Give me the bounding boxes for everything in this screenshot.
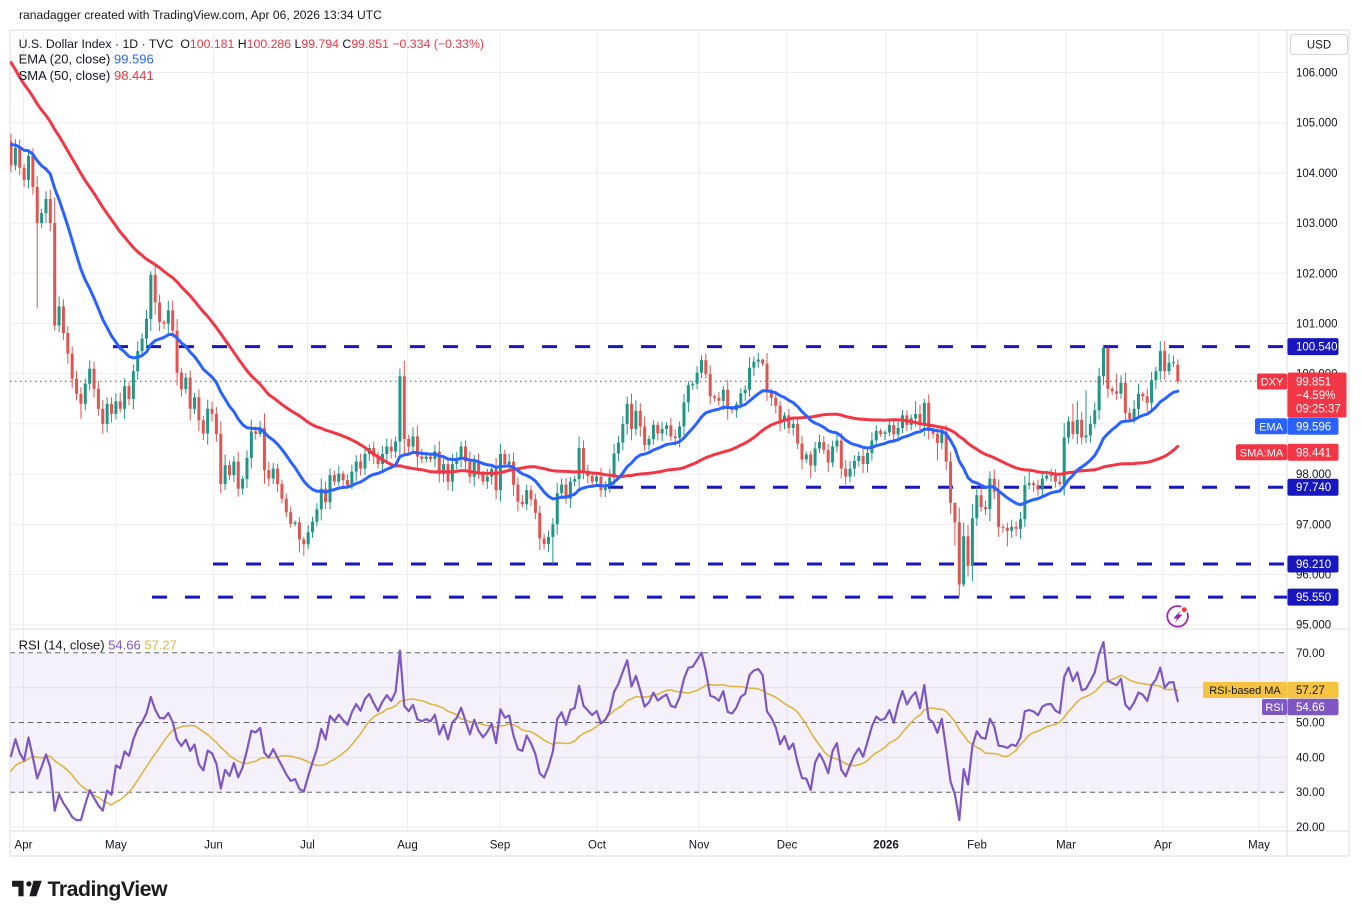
svg-text:Oct: Oct <box>588 840 607 852</box>
svg-text:20.00: 20.00 <box>1296 822 1325 834</box>
svg-text:ranadagger created with Tradin: ranadagger created with TradingView.com,… <box>19 8 382 22</box>
svg-text:95.550: 95.550 <box>1296 592 1331 604</box>
svg-text:SMA (50, close) 98.441: SMA (50, close) 98.441 <box>19 68 154 83</box>
svg-text:Jul: Jul <box>300 840 315 852</box>
svg-text:97.000: 97.000 <box>1296 519 1331 531</box>
svg-text:99.596: 99.596 <box>1296 421 1331 433</box>
svg-text:−4.59%: −4.59% <box>1296 390 1335 402</box>
svg-text:98.441: 98.441 <box>1296 447 1331 459</box>
svg-text:106.000: 106.000 <box>1296 68 1338 80</box>
svg-text:SMA:MA: SMA:MA <box>1240 447 1284 459</box>
svg-text:RSI: RSI <box>1265 702 1283 714</box>
svg-text:May: May <box>1248 840 1270 852</box>
svg-text:96.210: 96.210 <box>1296 559 1331 571</box>
svg-text:98.000: 98.000 <box>1296 469 1331 481</box>
svg-text:May: May <box>105 840 127 852</box>
svg-text:RSI (14, close) 54.66 57.27: RSI (14, close) 54.66 57.27 <box>19 638 177 653</box>
svg-text:TradingView: TradingView <box>48 877 168 901</box>
svg-text:Feb: Feb <box>967 840 987 852</box>
svg-text:EMA (20, close) 99.596: EMA (20, close) 99.596 <box>19 52 154 67</box>
svg-text:97.740: 97.740 <box>1296 482 1331 494</box>
svg-text:105.000: 105.000 <box>1296 118 1338 130</box>
svg-text:RSI-based MA: RSI-based MA <box>1209 685 1281 697</box>
svg-text:103.000: 103.000 <box>1296 218 1338 230</box>
svg-text:102.000: 102.000 <box>1296 268 1338 280</box>
svg-text:54.66: 54.66 <box>1296 702 1325 714</box>
svg-text:Mar: Mar <box>1056 840 1076 852</box>
svg-text:09:25:37: 09:25:37 <box>1296 404 1341 416</box>
svg-text:Jun: Jun <box>204 840 223 852</box>
svg-text:Apr: Apr <box>15 840 33 852</box>
svg-text:Nov: Nov <box>689 840 710 852</box>
svg-text:Sep: Sep <box>490 840 510 852</box>
svg-text:U.S. Dollar Index · 1D · TVC: U.S. Dollar Index · 1D · TVC O100.181 H1… <box>19 37 484 51</box>
svg-text:99.851: 99.851 <box>1296 377 1331 389</box>
svg-text:2026: 2026 <box>873 840 899 852</box>
svg-text:50.00: 50.00 <box>1296 718 1325 730</box>
svg-text:DXY: DXY <box>1261 377 1284 389</box>
svg-text:100.540: 100.540 <box>1296 342 1338 354</box>
svg-text:Dec: Dec <box>777 840 798 852</box>
svg-text:104.000: 104.000 <box>1296 168 1338 180</box>
svg-text:Aug: Aug <box>397 840 417 852</box>
svg-text:40.00: 40.00 <box>1296 752 1325 764</box>
svg-text:70.00: 70.00 <box>1296 648 1325 660</box>
svg-text:57.27: 57.27 <box>1296 685 1325 697</box>
svg-text:USD: USD <box>1307 40 1331 52</box>
svg-text:101.000: 101.000 <box>1296 319 1338 331</box>
svg-text:30.00: 30.00 <box>1296 787 1325 799</box>
svg-text:Apr: Apr <box>1154 840 1172 852</box>
svg-text:95.000: 95.000 <box>1296 620 1331 632</box>
svg-text:EMA: EMA <box>1259 421 1284 433</box>
